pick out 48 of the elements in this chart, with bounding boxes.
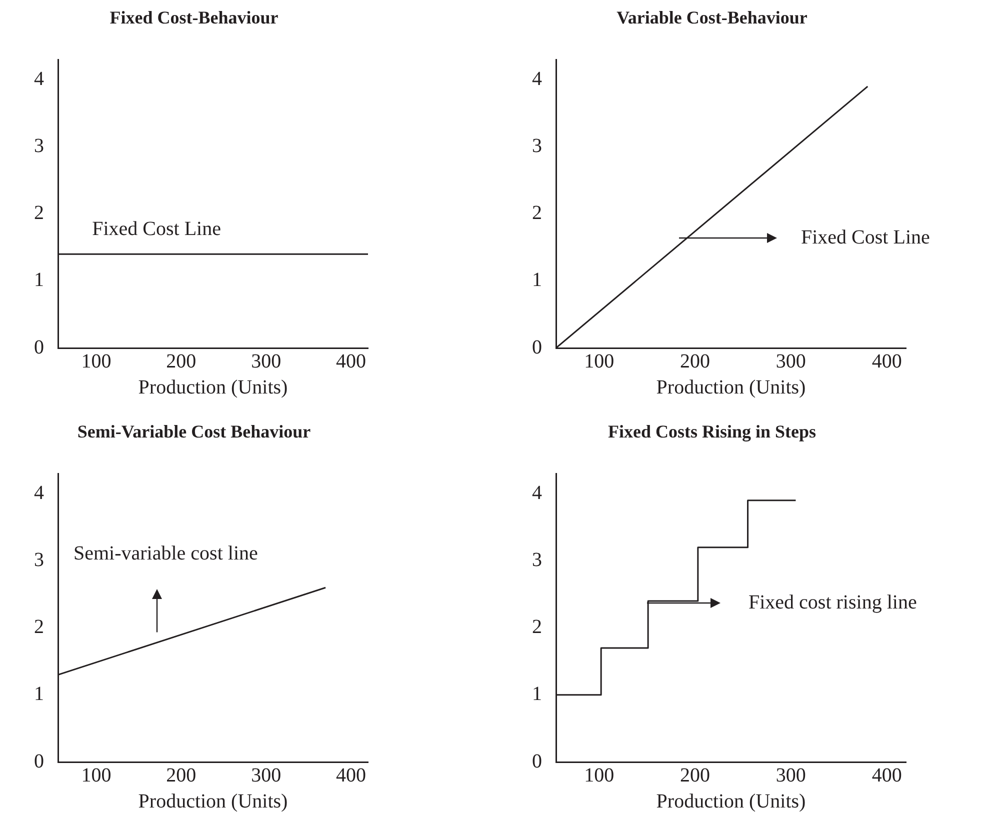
y-tick-label: 1	[532, 269, 542, 292]
y-tick-label: 4	[34, 482, 44, 504]
x-tick-label: 200	[166, 764, 196, 786]
x-tick-label: 400	[336, 764, 366, 786]
y-tick-label: 1	[34, 269, 44, 292]
y-tick-label: 2	[34, 616, 44, 638]
y-tick-label: 4	[532, 68, 542, 90]
x-axis-title: Production (Units)	[138, 376, 288, 398]
y-tick-label: 1	[34, 683, 44, 706]
annotation: Fixed Cost Line	[801, 226, 930, 249]
x-tick-label: 100	[584, 350, 614, 372]
y-tick-label: 0	[34, 750, 44, 772]
chart-title: Semi-Variable Cost Behaviour	[77, 421, 311, 442]
x-axis-title: Production (Units)	[138, 790, 288, 812]
annotation: Fixed Cost Line	[92, 218, 222, 240]
y-tick-label: 2	[532, 202, 542, 224]
y-tick-label: 3	[34, 135, 44, 158]
y-tick-label: 4	[34, 68, 44, 90]
y-tick-label: 2	[532, 616, 542, 638]
chart-title: Fixed Cost-Behaviour	[110, 7, 278, 28]
x-tick-label: 400	[336, 350, 366, 372]
x-tick-label: 300	[776, 764, 806, 786]
y-tick-label: 0	[532, 750, 542, 772]
y-tick-label: 2	[34, 202, 44, 224]
x-axis-title: Production (Units)	[656, 376, 806, 398]
x-tick-label: 200	[166, 350, 196, 372]
y-tick-label: 3	[34, 549, 44, 572]
x-tick-label: 200	[680, 764, 710, 786]
annotation: Fixed cost rising line	[748, 592, 917, 614]
chart-title: Fixed Costs Rising in Steps	[608, 421, 816, 442]
x-tick-label: 100	[81, 764, 112, 786]
x-tick-label: 200	[680, 350, 710, 372]
y-tick-label: 1	[532, 683, 542, 706]
x-tick-label: 100	[81, 350, 112, 372]
x-axis-title: Production (Units)	[656, 790, 806, 812]
y-tick-label: 0	[34, 336, 44, 358]
y-tick-label: 3	[532, 135, 542, 158]
y-tick-label: 0	[532, 336, 542, 358]
x-tick-label: 300	[251, 764, 282, 786]
x-tick-label: 400	[872, 350, 902, 372]
chart-title: Variable Cost-Behaviour	[616, 7, 808, 28]
x-tick-label: 100	[584, 764, 614, 786]
y-tick-label: 3	[532, 549, 542, 572]
annotation: Semi-variable cost line	[74, 542, 258, 565]
y-tick-label: 4	[532, 482, 542, 504]
x-tick-label: 300	[251, 350, 282, 372]
x-tick-label: 400	[872, 764, 902, 786]
x-tick-label: 300	[776, 350, 806, 372]
